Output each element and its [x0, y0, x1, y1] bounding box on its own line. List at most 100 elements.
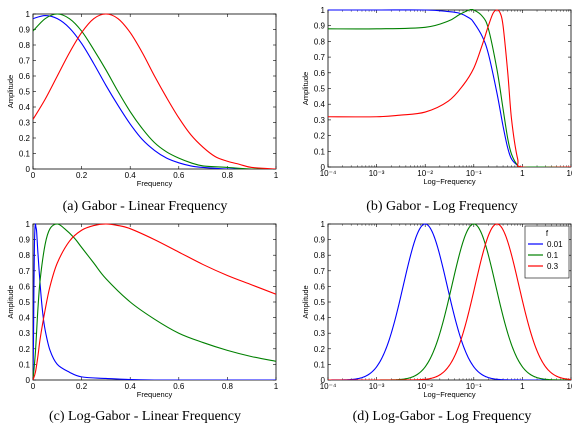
x-tick-label: 0.8: [222, 382, 234, 391]
y-tick-label: 0.8: [19, 41, 31, 50]
y-axis-label: Amplitude: [301, 285, 310, 318]
legend-entry: 0.1: [547, 251, 559, 260]
x-axis-label: Frequency: [137, 179, 173, 188]
legend-title: f: [546, 229, 549, 238]
y-tick-label: 0.2: [19, 134, 31, 143]
y-tick-label: 0.4: [19, 103, 31, 112]
y-tick-label: 0.6: [314, 69, 326, 78]
y-tick-label: 0.5: [19, 298, 31, 307]
y-tick-label: 0.6: [19, 72, 31, 81]
y-tick-label: 0.3: [314, 329, 326, 338]
x-tick-label: 10⁻⁴: [320, 382, 337, 391]
plot-frame: [327, 9, 572, 168]
series-line-1: [328, 223, 571, 380]
x-tick-label: 1: [274, 171, 279, 180]
plot-frame: [32, 13, 277, 170]
legend-entry: 0.01: [547, 240, 563, 249]
legend-entry: 0.3: [547, 262, 559, 271]
y-tick-label: 0.4: [314, 100, 326, 109]
series-line-1: [328, 9, 571, 167]
y-tick-label: 0.3: [19, 329, 31, 338]
y-tick-label: 0.4: [19, 314, 31, 323]
series-line-1: [33, 13, 276, 169]
y-tick-label: 0.7: [314, 53, 326, 62]
x-tick-label: 10: [567, 382, 572, 391]
y-tick-label: 0.7: [314, 267, 326, 276]
y-tick-label: 0: [321, 376, 326, 385]
series-line-0: [328, 9, 571, 167]
y-tick-label: 0.1: [19, 360, 31, 369]
x-tick-label: 0.6: [173, 382, 185, 391]
x-axis-label: Log−Frequency: [423, 177, 476, 186]
x-tick-label: 10⁻²: [417, 169, 433, 178]
x-tick-label: 10⁻¹: [466, 382, 482, 391]
x-axis-label: Log−Frequency: [423, 390, 476, 399]
y-tick-label: 0.9: [314, 236, 326, 245]
y-tick-label: 0.1: [314, 360, 326, 369]
x-tick-label: 0.4: [125, 171, 137, 180]
x-tick-label: 0.6: [173, 171, 185, 180]
x-tick-label: 1: [520, 169, 525, 178]
y-tick-label: 0.7: [19, 57, 31, 66]
y-tick-label: 0.8: [314, 251, 326, 260]
x-tick-label: 0.8: [222, 171, 234, 180]
x-tick-label: 0: [31, 382, 36, 391]
x-tick-label: 0.2: [76, 171, 88, 180]
panel-0: 0 0.1 0.2 0.3 0.4 0.5 0.6 0.7 0.8 0.9 1 0 0.2 0.4 0.6 0…: [6, 10, 279, 214]
y-tick-label: 0.6: [314, 282, 326, 291]
series-line-0: [33, 223, 276, 380]
y-tick-label: 0.4: [314, 314, 326, 323]
x-tick-label: 10⁻³: [369, 169, 385, 178]
x-tick-label: 1: [274, 382, 279, 391]
y-tick-label: 0: [26, 165, 31, 174]
y-tick-label: 0.2: [314, 132, 326, 141]
x-tick-label: 10⁻²: [417, 382, 433, 391]
series-line-2: [328, 9, 571, 167]
y-tick-label: 1: [26, 10, 31, 19]
x-axis-label: Frequency: [137, 390, 173, 399]
y-tick-label: 0.9: [19, 236, 31, 245]
y-tick-label: 0.1: [19, 150, 31, 159]
panel-caption: (c) Log-Gabor - Linear Frequency: [49, 409, 241, 424]
y-tick-label: 0.6: [19, 282, 31, 291]
y-axis-label: Amplitude: [301, 72, 310, 105]
y-tick-label: 0.1: [314, 147, 326, 156]
series-line-2: [33, 13, 276, 169]
plot-frame: [32, 223, 277, 381]
panel-caption: (b) Gabor - Log Frequency: [366, 199, 518, 214]
y-tick-label: 0.9: [314, 22, 326, 31]
legend-box: [524, 225, 570, 279]
panel-caption: (d) Log-Gabor - Log Frequency: [353, 409, 532, 424]
x-tick-label: 1: [520, 382, 525, 391]
x-tick-label: 0: [31, 171, 36, 180]
legend: f 0.01 0.1 0.3: [524, 225, 570, 279]
panel-2: 0 0.1 0.2 0.3 0.4 0.5 0.6 0.7 0.8 0.9 1 0 0.2 0.4 0.6 0…: [6, 220, 279, 424]
y-tick-label: 0.8: [19, 251, 31, 260]
panel-caption: (a) Gabor - Linear Frequency: [63, 199, 228, 214]
y-tick-label: 1: [26, 220, 31, 229]
y-tick-label: 0.3: [19, 119, 31, 128]
series-line-2: [33, 223, 276, 380]
x-tick-label: 10⁻³: [369, 382, 385, 391]
y-tick-label: 0: [321, 163, 326, 172]
series-line-2: [328, 223, 571, 380]
y-tick-label: 0.2: [19, 345, 31, 354]
series-line-1: [33, 223, 276, 380]
y-tick-label: 0.7: [19, 267, 31, 276]
x-tick-label: 10⁻¹: [466, 169, 482, 178]
y-tick-label: 1: [321, 220, 326, 229]
panel-1: 0 0.1 0.2 0.3 0.4 0.5 0.6 0.7 0.8 0.9 1 10⁻⁴ 10⁻³ 10⁻…: [301, 6, 572, 214]
x-tick-label: 0.2: [76, 382, 88, 391]
y-tick-label: 0.9: [19, 26, 31, 35]
x-tick-label: 10: [567, 169, 572, 178]
y-axis-label: Amplitude: [6, 75, 15, 108]
y-tick-label: 1: [321, 6, 326, 15]
y-tick-label: 0.5: [19, 88, 31, 97]
y-tick-label: 0.5: [314, 85, 326, 94]
panel-3: 0 0.1 0.2 0.3 0.4 0.5 0.6 0.7 0.8 0.9 1 10⁻⁴ 10⁻³ 10⁻…: [301, 220, 572, 424]
y-tick-label: 0.5: [314, 298, 326, 307]
x-tick-label: 0.4: [125, 382, 137, 391]
y-tick-label: 0: [26, 376, 31, 385]
y-tick-label: 0.8: [314, 37, 326, 46]
